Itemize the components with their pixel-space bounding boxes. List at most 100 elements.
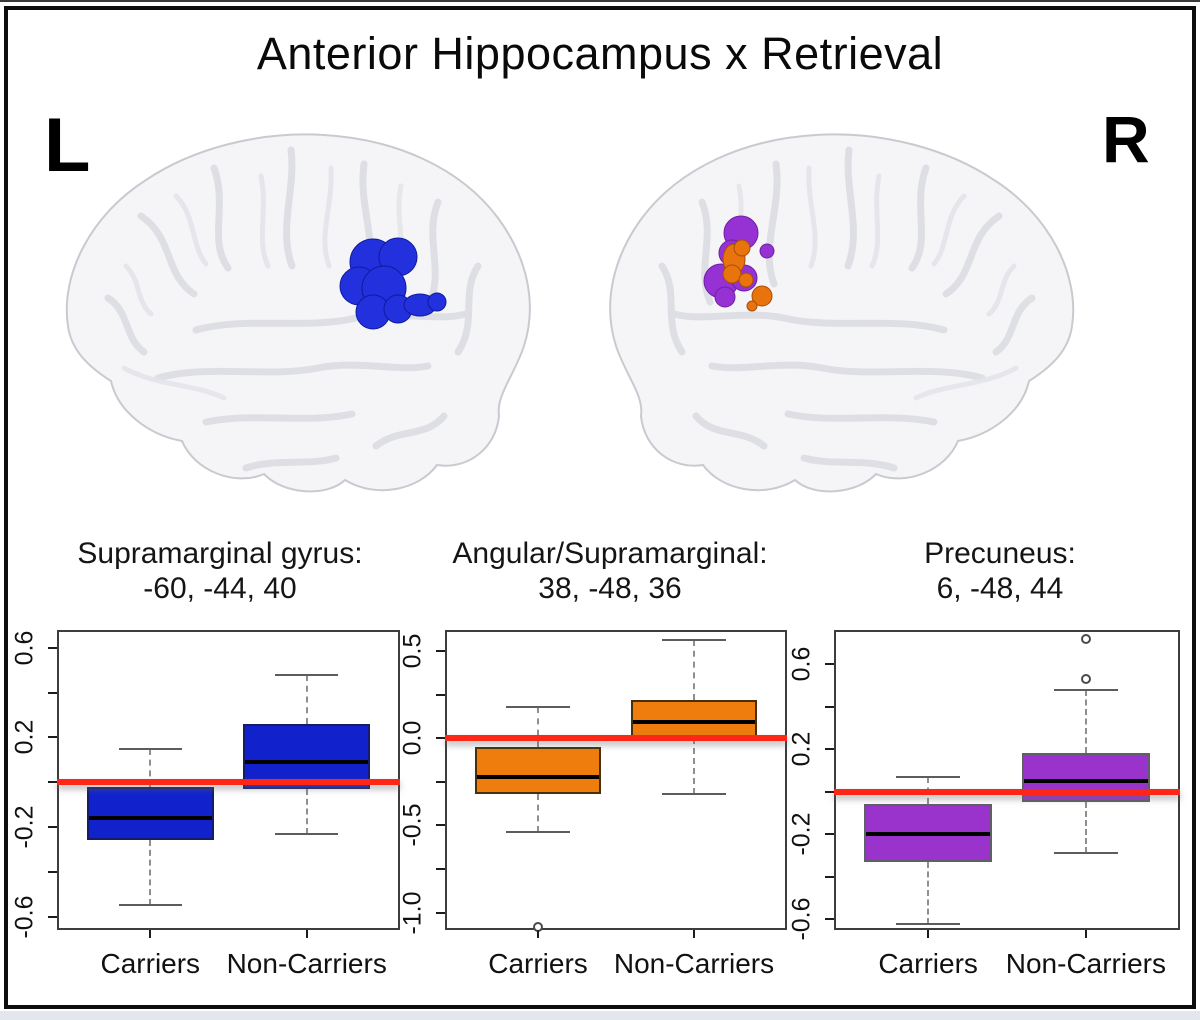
x-axis-tick (1084, 930, 1087, 938)
figure-title: Anterior Hippocampus x Retrieval (256, 28, 944, 79)
whisker-line (537, 706, 540, 747)
y-axis-tick (436, 911, 445, 914)
x-category-label: Carriers (100, 948, 201, 979)
supramarginal-highlight-blob (339, 237, 447, 330)
whisker-cap (662, 639, 726, 642)
whisker-line (692, 640, 695, 700)
median-line (88, 816, 212, 821)
x-axis-tick (692, 930, 695, 938)
median-line (1023, 779, 1148, 784)
y-axis-tick-label: -0.6 (10, 895, 39, 939)
box (630, 699, 758, 739)
box (1021, 753, 1150, 803)
y-axis-tick (825, 705, 834, 708)
whisker-cap (662, 792, 726, 795)
whisker-line (537, 793, 540, 833)
box (86, 786, 214, 841)
whisker-line (1084, 689, 1087, 754)
whisker-cap (1053, 852, 1118, 855)
whisker-line (305, 788, 308, 834)
zero-reference-line (834, 788, 1180, 795)
whisker-cap (506, 831, 570, 834)
x-category-label: Carriers (878, 948, 978, 979)
y-axis-tick-label: 0.2 (787, 731, 816, 767)
plot1-title-region: Supramarginal gyrus: (77, 537, 363, 570)
whisker-line (305, 674, 308, 725)
x-axis-tick (927, 930, 930, 938)
whisker-cap (506, 705, 570, 708)
y-axis-tick (48, 781, 57, 784)
median-line (866, 832, 991, 837)
whisker-cap (896, 775, 961, 778)
x-category-label: Non-Carriers (1005, 948, 1166, 979)
plot3-title-coordinates: 6, -48, 44 (936, 572, 1064, 605)
left-brain-render (46, 116, 546, 526)
y-axis-tick (825, 790, 834, 793)
whisker-cap (118, 747, 183, 750)
y-axis-tick (825, 748, 834, 751)
y-axis-tick-label: -0.5 (398, 803, 427, 847)
y-axis-tick-label: -0.2 (787, 812, 816, 856)
median-line (632, 720, 756, 725)
zero-reference-line (57, 779, 400, 786)
x-axis-tick (149, 930, 152, 938)
window-top-edge (0, 0, 1200, 2)
y-axis-tick (825, 833, 834, 836)
left-hemisphere-label: L (44, 103, 91, 188)
whisker-line (149, 840, 152, 906)
y-axis-tick (825, 918, 834, 921)
whisker-cap (274, 673, 339, 676)
y-axis-tick (48, 915, 57, 918)
median-line (245, 760, 369, 765)
y-axis-tick (436, 693, 445, 696)
whisker-cap (1053, 688, 1118, 691)
plot2-title-coordinates: 38, -48, 36 (538, 572, 682, 605)
x-category-label: Non-Carriers (226, 948, 387, 979)
plot3-title: Precuneus: 6, -48, 44 (820, 536, 1180, 606)
x-category-label: Non-Carriers (613, 948, 775, 979)
right-brain-render (594, 116, 1094, 526)
plot2-title: Angular/Supramarginal: 38, -48, 36 (430, 536, 790, 606)
y-axis-tick-label: -0.2 (10, 805, 39, 849)
right-hemisphere-label: R (1102, 102, 1150, 176)
y-axis-tick (436, 867, 445, 870)
y-axis-tick-label: 0.6 (10, 630, 39, 666)
x-category-label: Carriers (488, 948, 588, 979)
plot1-title: Supramarginal gyrus: -60, -44, 40 (40, 536, 400, 606)
y-axis-tick (825, 875, 834, 878)
outlier-point (1080, 633, 1091, 644)
y-axis-tick-label: 0.6 (787, 646, 816, 682)
whisker-cap (118, 904, 183, 907)
y-axis-tick (48, 870, 57, 873)
y-axis-tick-label: 0.5 (398, 633, 427, 669)
figure-border (4, 6, 1196, 1009)
plot3-title-region: Precuneus: (924, 537, 1076, 570)
plot1-title-coordinates: -60, -44, 40 (143, 572, 297, 605)
y-axis-tick (436, 824, 445, 827)
box (474, 746, 602, 794)
y-axis-tick (48, 736, 57, 739)
angular-supramarginal-highlight-blob (722, 239, 773, 312)
y-axis-tick (436, 737, 445, 740)
x-axis-tick (305, 930, 308, 938)
y-axis-tick-label: 0.2 (10, 720, 39, 755)
whisker-line (149, 748, 152, 787)
median-line (476, 774, 600, 779)
whisker-line (927, 861, 930, 924)
y-axis-tick (436, 780, 445, 783)
y-axis-tick-label: -1.0 (398, 891, 427, 935)
y-axis-tick (48, 646, 57, 649)
whisker-line (692, 738, 695, 794)
zero-reference-line (445, 735, 787, 742)
figure-bottom-shadow (0, 1011, 1200, 1020)
y-axis-tick (436, 649, 445, 652)
y-axis-tick (48, 826, 57, 828)
whisker-cap (896, 922, 961, 925)
y-axis-tick (48, 691, 57, 694)
whisker-line (1084, 802, 1087, 854)
box (243, 724, 371, 789)
plot2-title-region: Angular/Supramarginal: (452, 537, 768, 570)
y-axis-tick-label: -0.6 (787, 897, 816, 941)
outlier-point (1080, 673, 1091, 684)
